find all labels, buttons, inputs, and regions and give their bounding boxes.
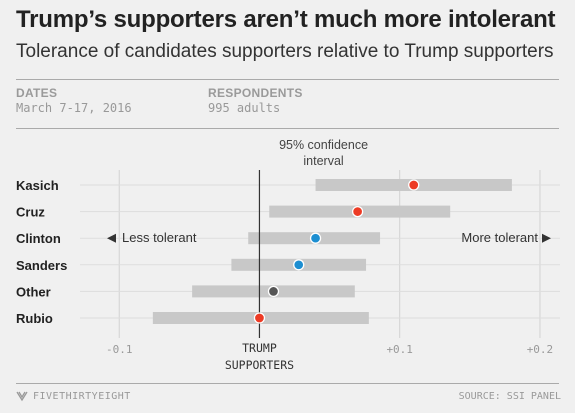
- more-tolerant-label: More tolerant: [461, 230, 538, 245]
- x-tick-label: +0.1: [386, 343, 413, 356]
- dot-plot-chart: -0.1 +0.1 +0.2 95% confidence interval Kasich…: [16, 138, 560, 372]
- data-point: [309, 232, 322, 244]
- data-point: [351, 205, 364, 218]
- category-label: Kasich: [16, 178, 59, 193]
- x-tick-label: -0.1: [106, 343, 133, 356]
- right-arrow-icon: [542, 233, 551, 243]
- footer-rule: [16, 383, 559, 384]
- category-label: Other: [16, 284, 51, 299]
- source-note: SOURCE: SSI PANEL: [458, 391, 561, 402]
- x-tick-label: +0.2: [527, 343, 554, 356]
- zero-label-line1: TRUMP: [242, 341, 277, 355]
- data-point: [293, 259, 305, 271]
- chart-subtitle: Tolerance of candidates supporters relat…: [16, 41, 554, 62]
- category-label: Clinton: [16, 231, 61, 246]
- category-label: Rubio: [16, 311, 53, 326]
- meta-rule: [16, 128, 559, 129]
- left-arrow-icon: [107, 233, 116, 243]
- respondents-value: 995 adults: [208, 101, 281, 115]
- fox-logo-icon: [16, 391, 28, 402]
- zero-label-line2: SUPPORTERS: [225, 358, 294, 372]
- data-point: [267, 285, 280, 298]
- less-tolerant-label: Less tolerant: [122, 230, 197, 245]
- dates-label: DATES: [16, 86, 58, 100]
- chart-title: Trump’s supporters aren’t much more into…: [16, 6, 556, 33]
- brand-logo-text: FIVETHIRTYEIGHT: [33, 390, 131, 402]
- data-point: [408, 179, 420, 191]
- ci-label-line1: 95% confidence: [279, 138, 368, 152]
- header-rule: [16, 79, 559, 80]
- category-label: Sanders: [16, 258, 67, 273]
- category-label: Cruz: [16, 205, 45, 220]
- data-point: [253, 312, 266, 324]
- brand-logo: FIVETHIRTYEIGHT: [16, 390, 131, 402]
- dates-value: March 7-17, 2016: [16, 101, 132, 115]
- ci-label-line2: interval: [303, 154, 343, 168]
- respondents-label: RESPONDENTS: [208, 86, 303, 100]
